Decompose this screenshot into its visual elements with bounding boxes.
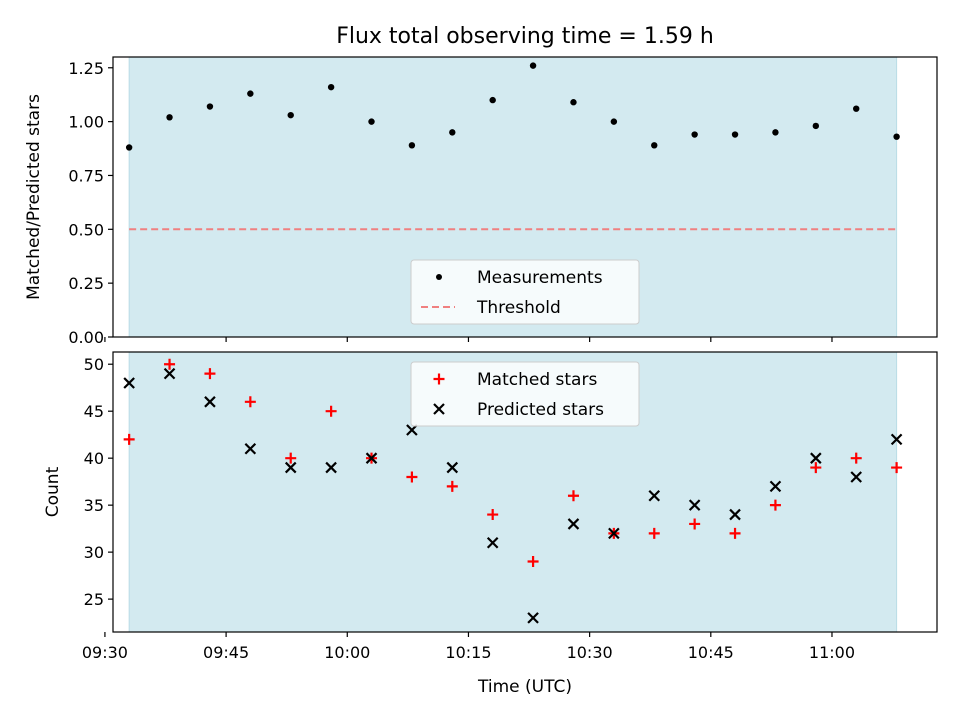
count-y-tick-label: 45 [84, 402, 104, 421]
x-tick-label: 10:30 [567, 643, 613, 662]
matched-stars-point [204, 368, 216, 380]
predicted-stars-point [365, 452, 378, 464]
measurement-point [408, 142, 416, 149]
legend-label: Matched stars [477, 370, 597, 390]
ratio-legend-box [410, 259, 640, 325]
matched-stars-point [729, 527, 741, 539]
matched-stars-point [769, 499, 781, 511]
measurement-point [772, 129, 779, 136]
count-y-tick-label: 35 [84, 496, 104, 515]
measurement-point [166, 114, 173, 121]
measurement-point [893, 133, 900, 140]
predicted-stars-point [810, 452, 822, 464]
x-axis-label: Time (UTC) [477, 677, 572, 697]
measurement-point [368, 118, 375, 125]
matched-stars-point [123, 433, 135, 445]
matched-stars-point [487, 509, 499, 521]
measurement-point [489, 96, 496, 104]
predicted-stars-point [648, 489, 661, 502]
measurement-point [449, 129, 456, 136]
ratio-panel: 0.00 0.25 0.50 0.75 1.00 1.25 Measurements Thr… [24, 56, 938, 347]
count-y-tick-label: 40 [84, 449, 104, 468]
legend-matched-marker [433, 373, 445, 385]
predicted-stars-point [567, 518, 580, 530]
measurement-point [206, 103, 214, 110]
predicted-stars-point [406, 424, 418, 436]
matched-stars-point [325, 405, 337, 417]
matched-stars-point [527, 556, 539, 568]
predicted-stars-point [123, 377, 135, 389]
legend-measurement-marker [436, 274, 442, 280]
predicted-stars-point [890, 433, 903, 446]
ratio-y-tick-label: 0.25 [68, 274, 104, 293]
x-tick-label: 11:00 [809, 643, 855, 662]
measurement-point [812, 122, 820, 130]
x-tick-label: 10:00 [324, 643, 370, 662]
x-tick-label: 09:45 [203, 643, 249, 662]
ratio-y-tick-label: 0.50 [68, 220, 104, 239]
matched-stars-point [891, 462, 903, 474]
matched-stars-point [567, 490, 579, 502]
measurement-point [529, 62, 537, 69]
matched-stars-point [164, 358, 176, 370]
predicted-stars-point [688, 499, 701, 511]
measurement-point [247, 90, 254, 97]
predicted-stars-point [729, 508, 741, 521]
measurement-point [853, 105, 860, 112]
predicted-stars-point [486, 536, 499, 549]
legend-label: Measurements [477, 268, 603, 288]
measurement-point [731, 131, 739, 138]
matched-stars-point [285, 452, 297, 464]
matched-stars-point [446, 480, 458, 492]
legend-predicted-marker [433, 403, 445, 415]
count-legend-box [410, 361, 640, 427]
measurement-point [610, 118, 618, 125]
predicted-stars-point [244, 443, 257, 455]
measurement-point [327, 83, 335, 91]
predicted-stars-point [284, 461, 297, 474]
measurement-point [125, 144, 133, 151]
x-tick-label: 09:30 [82, 643, 128, 662]
measurement-point [691, 131, 698, 138]
measurement-point [651, 142, 658, 149]
ratio-y-axis-label: Matched/Predicted stars [24, 94, 44, 300]
predicted-stars-point [163, 367, 176, 380]
matched-stars-point [244, 396, 256, 408]
matched-stars-point [406, 471, 418, 483]
matched-stars-point [810, 462, 822, 474]
matched-stars-point [689, 518, 701, 530]
count-plot-frame [112, 351, 938, 633]
matched-stars-point [850, 452, 862, 464]
predicted-stars-point [204, 396, 216, 408]
legend-label: Predicted stars [477, 400, 604, 420]
count-y-tick-label: 30 [84, 543, 104, 562]
predicted-stars-point [608, 527, 620, 540]
count-y-tick-label: 50 [84, 355, 104, 374]
ratio-y-tick-label: 1.00 [68, 113, 104, 132]
measurement-point [287, 111, 294, 119]
ratio-plot-frame [112, 56, 938, 338]
measurement-point [570, 99, 577, 106]
count-y-axis-label: Count [43, 466, 63, 517]
predicted-stars-point [850, 471, 862, 483]
predicted-stars-point [446, 461, 459, 474]
matched-stars-point [648, 527, 660, 539]
chart-title: Flux total observing time = 1.59 h [336, 24, 714, 49]
ratio-y-tick-label: 1.25 [68, 59, 104, 78]
legend-label: Threshold [476, 298, 561, 318]
x-tick-label: 10:15 [445, 643, 491, 662]
ratio-y-tick-label: 0.00 [68, 328, 104, 347]
ratio-y-tick-label: 0.75 [68, 166, 104, 185]
count-y-tick-label: 25 [84, 590, 104, 609]
predicted-stars-point [769, 480, 782, 493]
count-panel: 25 30 35 40 45 50 09:30 09:45 10:00 10:15 10:30 10:… [43, 351, 938, 697]
x-tick-label: 10:45 [688, 643, 734, 662]
predicted-stars-point [527, 612, 539, 624]
predicted-stars-point [325, 461, 337, 474]
